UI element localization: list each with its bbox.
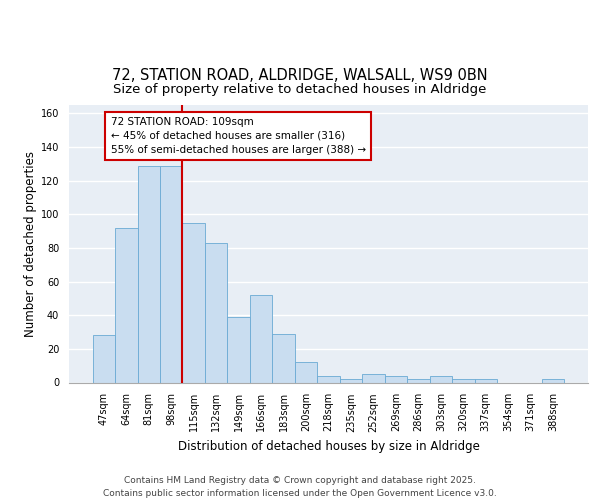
Text: Contains HM Land Registry data © Crown copyright and database right 2025.
Contai: Contains HM Land Registry data © Crown c…	[103, 476, 497, 498]
Bar	[407, 379, 430, 382]
Bar	[452, 379, 475, 382]
Bar	[227, 317, 250, 382]
Y-axis label: Number of detached properties: Number of detached properties	[23, 151, 37, 337]
Bar	[137, 166, 160, 382]
Text: 72 STATION ROAD: 109sqm
← 45% of detached houses are smaller (316)
55% of semi-d: 72 STATION ROAD: 109sqm ← 45% of detache…	[110, 117, 365, 155]
Text: Size of property relative to detached houses in Aldridge: Size of property relative to detached ho…	[113, 83, 487, 96]
Text: 72, STATION ROAD, ALDRIDGE, WALSALL, WS9 0BN: 72, STATION ROAD, ALDRIDGE, WALSALL, WS9…	[112, 68, 488, 82]
Bar	[385, 376, 407, 382]
Bar	[272, 334, 295, 382]
X-axis label: Distribution of detached houses by size in Aldridge: Distribution of detached houses by size …	[178, 440, 479, 453]
Bar	[295, 362, 317, 382]
Bar	[205, 243, 227, 382]
Bar	[430, 376, 452, 382]
Bar	[475, 379, 497, 382]
Bar	[92, 336, 115, 382]
Bar	[160, 166, 182, 382]
Bar	[115, 228, 137, 382]
Bar	[317, 376, 340, 382]
Bar	[542, 379, 565, 382]
Bar	[182, 222, 205, 382]
Bar	[362, 374, 385, 382]
Bar	[250, 295, 272, 382]
Bar	[340, 379, 362, 382]
